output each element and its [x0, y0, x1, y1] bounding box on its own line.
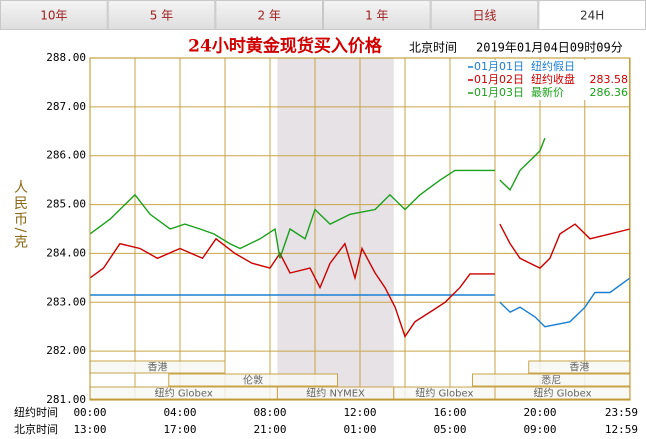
x2-axis-label: 北京时间 — [14, 422, 58, 436]
tab[interactable] — [323, 0, 431, 30]
legend-name: 01月02日 — [474, 73, 524, 86]
x2-tick-label: 01:00 — [343, 423, 376, 436]
tab[interactable] — [0, 0, 108, 30]
x-tick-label: 23:59 — [605, 406, 638, 419]
tab-bar: 10年 5 年 2 年 1 年 日线 24H — [0, 0, 646, 30]
tab[interactable] — [430, 0, 539, 30]
legend-value: 286.36 — [590, 86, 629, 99]
tab-label[interactable]: 2 年 — [257, 9, 280, 23]
x-tick-label: 00:00 — [73, 406, 106, 419]
y-tick-label: 284.00 — [46, 246, 86, 259]
chart-title: 24小时黄金现货买入价格 — [188, 36, 383, 57]
legend-value: 283.58 — [590, 73, 629, 86]
y-tick-label: 287.00 — [46, 100, 86, 113]
session-box — [168, 373, 338, 387]
tab[interactable] — [538, 0, 646, 30]
x-axis-label: 纽约时间 — [14, 405, 58, 419]
session-label: 伦敦 — [243, 374, 263, 387]
legend-label: 最新价 — [531, 85, 564, 99]
series-line — [89, 223, 631, 339]
legend-box — [466, 60, 628, 100]
tab-label[interactable]: 5 年 — [150, 9, 173, 23]
plot-border — [89, 57, 631, 401]
tab-label[interactable]: 日线 — [472, 9, 496, 23]
tab-label[interactable]: 10年 — [40, 9, 67, 23]
y-tick-label: 288.00 — [46, 51, 86, 64]
x-tick-label: 12:00 — [343, 406, 376, 419]
timestamp: 2019年01月04日09时09分 — [476, 41, 623, 55]
session-label: 纽约 Globex — [415, 387, 473, 400]
x-tick-label: 08:00 — [253, 406, 286, 419]
x-tick-label: 16:00 — [433, 406, 466, 419]
nymex-shade — [277, 58, 394, 400]
legend-name: 01月03日 — [474, 86, 524, 99]
y-tick-label: 285.00 — [46, 198, 86, 211]
series-line — [89, 137, 546, 259]
session-label: 悉尼 — [541, 375, 561, 387]
tab-label[interactable]: 24H — [580, 9, 604, 23]
x2-tick-label: 13:00 — [73, 423, 106, 436]
series-line — [90, 277, 631, 328]
y-tick-label: 282.00 — [46, 344, 86, 357]
session-label: 纽约 Globex — [533, 387, 591, 400]
time-label: 北京时间 — [409, 41, 457, 55]
x2-tick-label: 05:00 — [433, 423, 466, 436]
tab-label[interactable]: 1 年 — [365, 9, 388, 23]
legend-label: 纽约收盘 — [531, 72, 575, 86]
session-label: 纽约 NYMEX — [306, 387, 365, 400]
y-tick-label: 283.00 — [46, 295, 86, 308]
session-label: 纽约 Globex — [155, 387, 213, 400]
tab[interactable] — [215, 0, 323, 30]
legend-name: 01月01日 — [474, 60, 524, 73]
x2-tick-label: 12:59 — [605, 423, 638, 436]
x-tick-label: 20:00 — [523, 406, 556, 419]
x2-tick-label: 17:00 — [163, 423, 196, 436]
session-label: 香港 — [148, 362, 168, 374]
tab[interactable] — [107, 0, 216, 30]
y-tick-label: 281.00 — [46, 393, 86, 406]
x2-tick-label: 09:00 — [523, 423, 556, 436]
x-tick-label: 04:00 — [163, 406, 196, 419]
x2-tick-label: 21:00 — [253, 423, 286, 436]
legend-label: 纽约假日 — [531, 59, 575, 73]
session-label: 香港 — [569, 362, 589, 374]
y-tick-label: 286.00 — [46, 149, 86, 162]
y-axis-label: 人民币/克 — [12, 180, 28, 251]
